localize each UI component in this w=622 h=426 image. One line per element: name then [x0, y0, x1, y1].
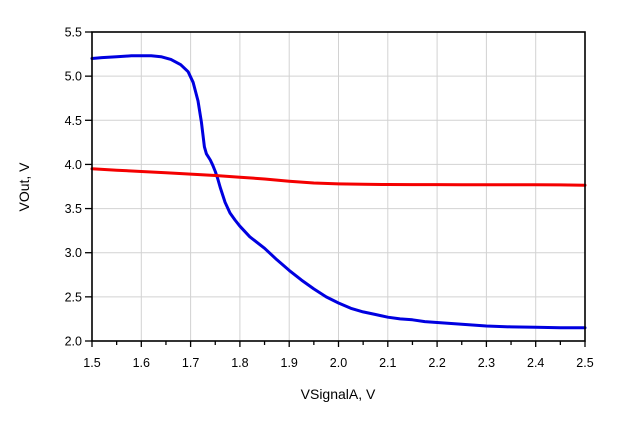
x-axis-title: VSignalA, V — [300, 386, 376, 402]
trace-blue-trace — [90, 54, 587, 330]
svg-text:2.5: 2.5 — [65, 290, 82, 304]
grid-lines — [91, 31, 586, 342]
svg-text:1.7: 1.7 — [182, 356, 199, 370]
svg-text:4.5: 4.5 — [65, 114, 82, 128]
svg-text:1.8: 1.8 — [231, 356, 248, 370]
svg-text:1.6: 1.6 — [133, 356, 150, 370]
trace-red-trace — [90, 167, 587, 187]
svg-text:3.5: 3.5 — [65, 202, 82, 216]
svg-text:5.5: 5.5 — [65, 26, 82, 40]
svg-text:2.1: 2.1 — [379, 356, 396, 370]
svg-text:2.5: 2.5 — [576, 356, 593, 370]
y-axis-ticks — [85, 31, 92, 342]
svg-text:4.0: 4.0 — [65, 158, 82, 172]
y-tick-labels: 2.0 2.5 3.0 3.5 4.0 4.5 5.0 5.5 — [65, 26, 82, 349]
svg-text:2.2: 2.2 — [428, 356, 445, 370]
svg-text:2.3: 2.3 — [478, 356, 495, 370]
y-axis-title: VOut, V — [16, 162, 32, 212]
svg-text:1.5: 1.5 — [83, 356, 100, 370]
x-tick-labels: 1.5 1.6 1.7 1.8 1.9 2.0 2.1 2.2 2.3 2.4 2.5 — [83, 356, 593, 370]
svg-text:2.0: 2.0 — [330, 356, 347, 370]
svg-text:2.0: 2.0 — [65, 335, 82, 349]
svg-text:2.4: 2.4 — [527, 356, 544, 370]
x-axis-ticks — [91, 341, 586, 347]
svg-text:3.0: 3.0 — [65, 246, 82, 260]
svg-text:5.0: 5.0 — [65, 70, 82, 84]
svg-text:1.9: 1.9 — [281, 356, 298, 370]
